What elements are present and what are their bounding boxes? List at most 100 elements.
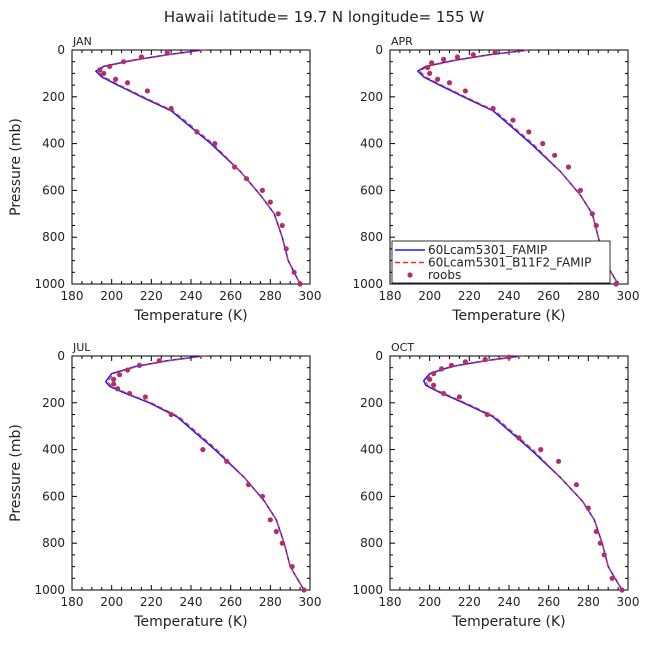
roobs-point [279, 540, 285, 546]
roobs-point [454, 54, 461, 60]
series-roobs [97, 49, 303, 287]
x-tick-label: 260 [219, 595, 242, 609]
y-tick-label: 200 [42, 90, 65, 104]
x-tick-label: 240 [180, 289, 203, 303]
y-tick-label: 0 [57, 349, 65, 363]
y-tick-label: 1000 [34, 277, 65, 291]
roobs-point [613, 281, 619, 287]
plot-frame [71, 49, 311, 285]
y-axis-title: Pressure (mb) [8, 118, 24, 216]
roobs-point [506, 354, 512, 360]
roobs-point [283, 246, 289, 252]
legend-label: roobs [428, 268, 461, 282]
legend-box [391, 240, 611, 284]
panel-title: JAN [72, 35, 92, 48]
x-tick-label: 200 [418, 289, 441, 303]
roobs-point [431, 382, 437, 388]
series-b11f2-famip-line [425, 355, 623, 591]
roobs-point [429, 60, 435, 66]
x-axis-title: Temperature (K) [451, 614, 565, 630]
legend-dot-icon [407, 272, 413, 278]
roobs-point [482, 356, 488, 363]
y-tick-label: 200 [42, 396, 65, 410]
roobs-point [168, 411, 174, 418]
x-tick-label: 280 [577, 595, 600, 609]
roobs-point [448, 362, 455, 368]
roobs-point [462, 359, 468, 365]
roobs-point [115, 386, 121, 392]
x-tick-label: 240 [180, 595, 203, 609]
roobs-point [291, 269, 297, 275]
roobs-point [601, 552, 607, 558]
roobs-point [136, 362, 143, 368]
roobs-point [232, 164, 238, 170]
x-axis-title: Temperature (K) [133, 614, 247, 630]
roobs-point [565, 164, 572, 170]
y-tick-label: 600 [42, 489, 65, 503]
x-tick-label: 220 [140, 289, 163, 303]
roobs-point [510, 117, 516, 123]
y-tick-label: 800 [42, 230, 65, 244]
roobs-point [593, 222, 599, 229]
roobs-point [431, 370, 437, 377]
roobs-point [540, 141, 546, 147]
y-axis-title: Pressure (mb) [8, 424, 24, 522]
plot-frame [389, 355, 629, 591]
roobs-point [259, 187, 265, 193]
y-tick-label: 0 [57, 43, 65, 57]
roobs-point [245, 482, 252, 488]
roobs-point [516, 435, 522, 441]
plot-frame [71, 355, 311, 591]
y-tick-label: 0 [375, 43, 383, 57]
x-tick-label: 220 [140, 595, 163, 609]
roobs-point [212, 141, 218, 147]
roobs-point [289, 564, 295, 570]
y-tick-label: 600 [360, 489, 383, 503]
roobs-point [589, 211, 595, 217]
series-roobs [427, 354, 625, 593]
roobs-point [552, 152, 558, 158]
x-tick-label: 200 [100, 595, 123, 609]
x-tick-label: 300 [299, 289, 322, 303]
roobs-point [138, 54, 145, 60]
roobs-point [456, 394, 463, 400]
y-tick-label: 600 [42, 183, 65, 197]
y-tick-label: 1000 [352, 277, 383, 291]
y-tick-label: 800 [42, 536, 65, 550]
roobs-point [297, 281, 303, 287]
roobs-point [273, 528, 279, 535]
x-tick-label: 240 [498, 289, 521, 303]
y-tick-label: 600 [360, 183, 383, 197]
roobs-point [425, 64, 431, 71]
roobs-point [101, 70, 107, 76]
panel-title: OCT [391, 341, 414, 354]
legend: 60Lcam5301_FAMIP60Lcam5301_B11F2_FAMIPro… [391, 240, 611, 284]
x-tick-label: 180 [61, 289, 84, 303]
x-tick-label: 240 [498, 595, 521, 609]
roobs-point [168, 105, 174, 112]
roobs-point [279, 222, 285, 229]
y-tick-label: 400 [42, 137, 65, 151]
roobs-point [484, 411, 490, 418]
y-tick-label: 200 [360, 90, 383, 104]
roobs-point [111, 381, 117, 387]
panel-title: APR [391, 35, 413, 48]
x-tick-label: 180 [379, 289, 402, 303]
series-b11f2-famip-line [419, 49, 619, 285]
roobs-point [446, 80, 453, 86]
x-tick-label: 280 [259, 289, 282, 303]
x-tick-label: 200 [100, 289, 123, 303]
roobs-point [97, 67, 103, 73]
roobs-point [124, 367, 131, 373]
roobs-point [597, 540, 603, 546]
roobs-point [120, 59, 127, 65]
x-tick-label: 300 [617, 289, 640, 303]
roobs-point [124, 80, 131, 86]
x-tick-label: 260 [219, 289, 242, 303]
x-axis-title: Temperature (K) [451, 308, 565, 324]
roobs-point [156, 358, 162, 364]
roobs-point [142, 394, 148, 400]
roobs-point [440, 56, 447, 62]
x-tick-label: 280 [577, 289, 600, 303]
